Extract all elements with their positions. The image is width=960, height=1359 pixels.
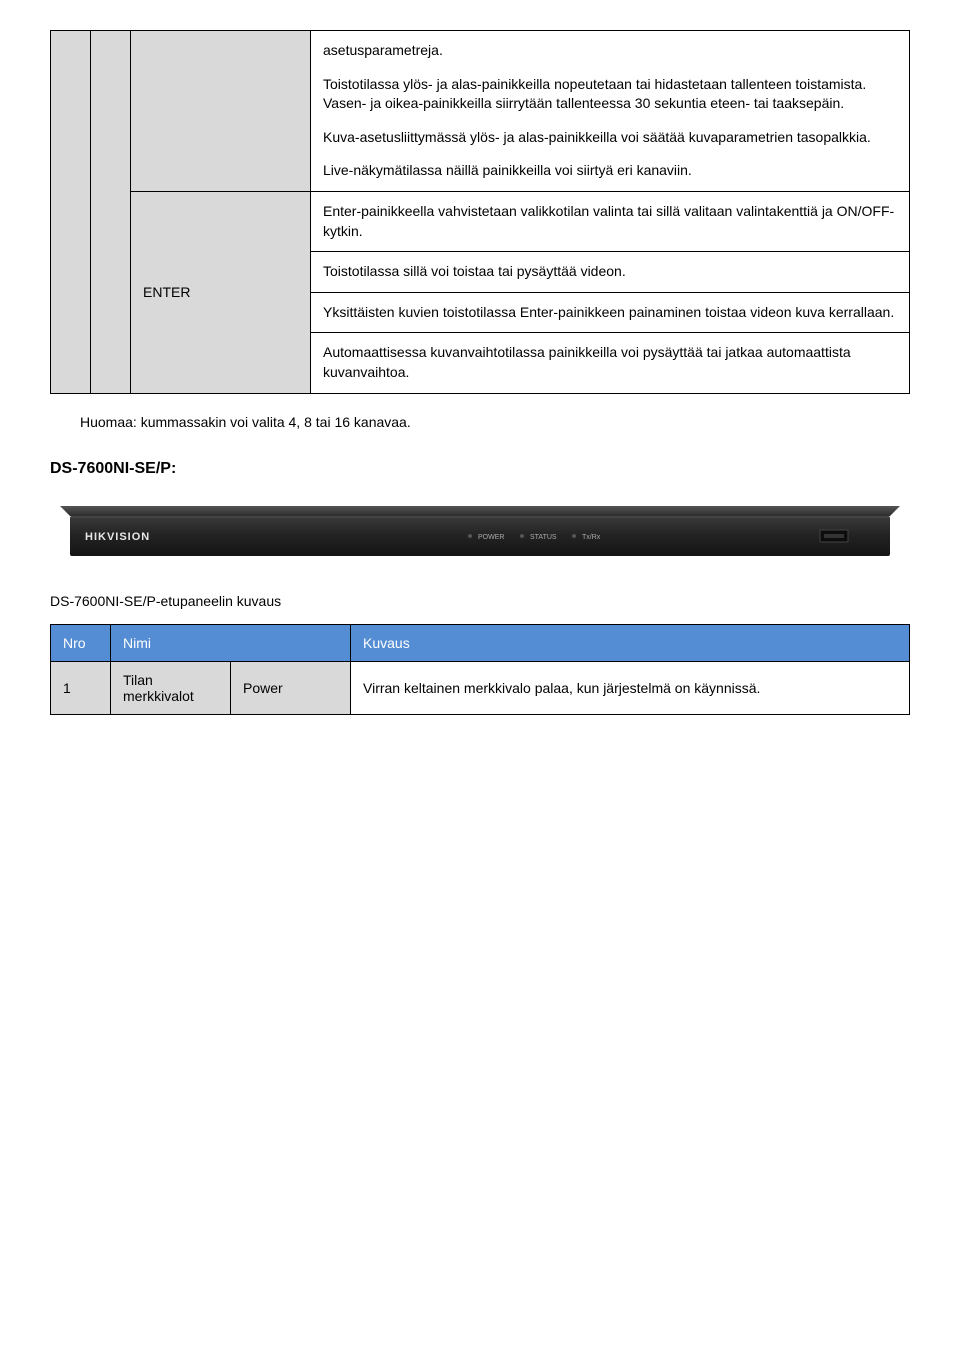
key-cell	[131, 31, 311, 192]
cell-name-b: Power	[231, 661, 351, 714]
table-header-row: Nro Nimi Kuvaus	[51, 624, 910, 661]
subheading-text: DS-7600NI-SE/P-etupaneelin kuvaus	[50, 593, 910, 609]
front-panel-table: Nro Nimi Kuvaus 1 Tilan merkkivalot Powe…	[50, 624, 910, 715]
table-row: ENTER Enter-painikkeella vahvistetaan va…	[51, 191, 910, 251]
desc-cell: Toistotilassa sillä voi toistaa tai pysä…	[311, 252, 910, 293]
led-txrx-label: Tx/Rx	[582, 534, 601, 541]
parameters-table: asetusparametreja. Toistotilassa ylös- j…	[50, 30, 910, 394]
device-svg: HIKVISION POWER STATUS Tx/Rx	[50, 498, 910, 568]
paragraph: Enter-painikkeella vahvistetaan valikkot…	[323, 202, 897, 241]
header-nro: Nro	[51, 624, 111, 661]
paragraph: Kuva-asetusliittymässä ylös- ja alas-pai…	[323, 128, 897, 148]
product-image: HIKVISION POWER STATUS Tx/Rx	[50, 498, 910, 568]
desc-cell: Yksittäisten kuvien toistotilassa Enter-…	[311, 292, 910, 333]
cell-nro: 1	[51, 661, 111, 714]
header-kuvaus: Kuvaus	[351, 624, 910, 661]
col-blank-2	[91, 31, 131, 394]
led-status-label: STATUS	[530, 534, 557, 541]
header-nimi: Nimi	[111, 624, 351, 661]
paragraph: asetusparametreja.	[323, 41, 897, 61]
paragraph: Automaattisessa kuvanvaihtotilassa paini…	[323, 343, 897, 382]
note-text: Huomaa: kummassakin voi valita 4, 8 tai …	[80, 414, 910, 430]
desc-cell: asetusparametreja. Toistotilassa ylös- j…	[311, 31, 910, 192]
key-cell-enter: ENTER	[131, 191, 311, 393]
brand-label: HIKVISION	[85, 531, 150, 543]
paragraph: Toistotilassa sillä voi toistaa tai pysä…	[323, 262, 897, 282]
cell-desc: Virran keltainen merkkivalo palaa, kun j…	[351, 661, 910, 714]
product-heading: DS-7600NI-SE/P:	[50, 460, 910, 478]
table-row: 1 Tilan merkkivalot Power Virran keltain…	[51, 661, 910, 714]
cell-name-a: Tilan merkkivalot	[111, 661, 231, 714]
led-power-label: POWER	[478, 534, 504, 541]
table-row: asetusparametreja. Toistotilassa ylös- j…	[51, 31, 910, 192]
paragraph: Yksittäisten kuvien toistotilassa Enter-…	[323, 303, 897, 323]
paragraph: Live-näkymätilassa näillä painikkeilla v…	[323, 161, 897, 181]
col-blank-1	[51, 31, 91, 394]
desc-cell: Enter-painikkeella vahvistetaan valikkot…	[311, 191, 910, 251]
desc-cell: Automaattisessa kuvanvaihtotilassa paini…	[311, 333, 910, 393]
paragraph: Toistotilassa ylös- ja alas-painikkeilla…	[323, 75, 897, 114]
